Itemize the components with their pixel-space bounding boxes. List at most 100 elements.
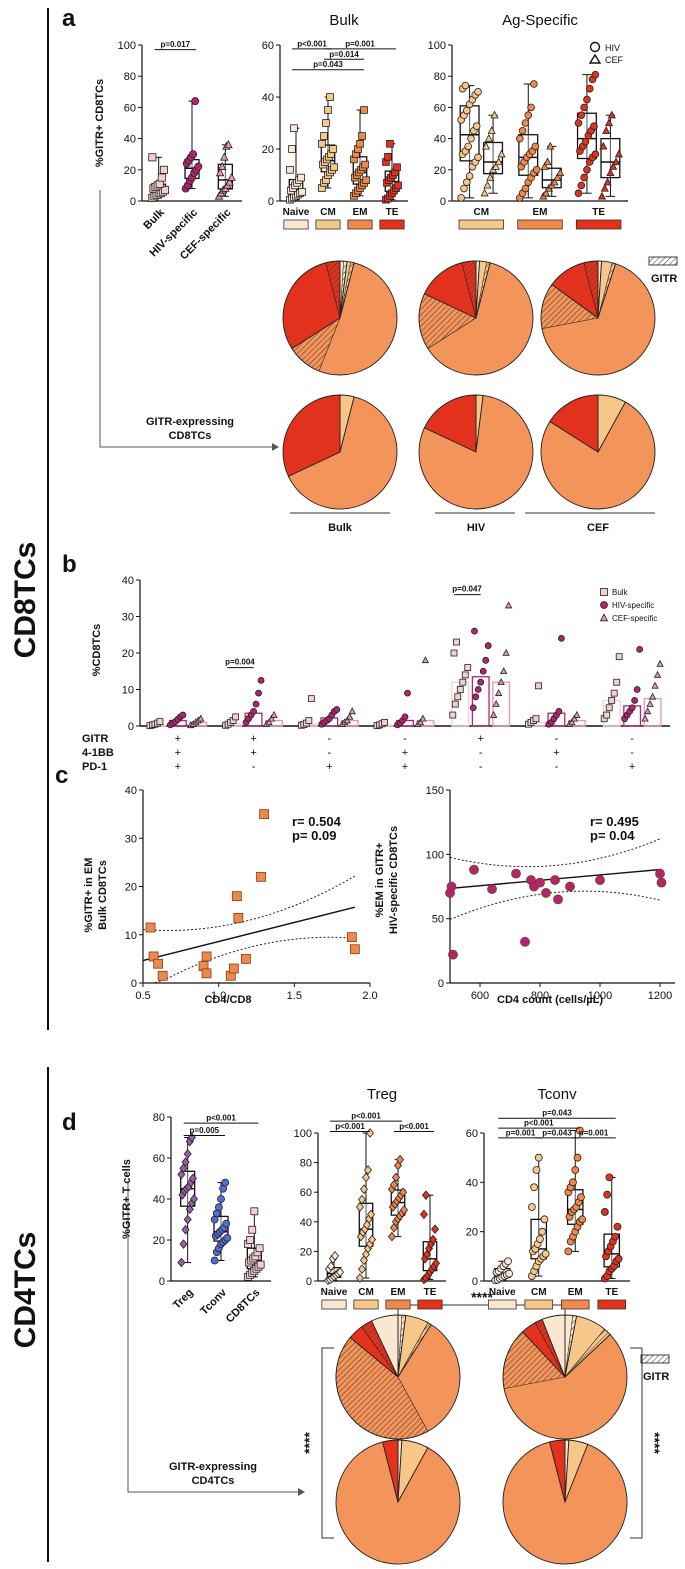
b-sign: + [326, 761, 332, 773]
d1-point [223, 1234, 232, 1242]
c2-point [446, 881, 457, 892]
a3-point [490, 110, 499, 119]
b-sign: - [630, 733, 634, 745]
cef-legend-label: CEF [605, 55, 624, 65]
c2-point [655, 868, 665, 879]
arrow-a [99, 190, 272, 448]
d1-point [214, 1203, 223, 1212]
b-point [307, 695, 315, 703]
a3-point [524, 111, 533, 119]
d_pies-pie [335, 1439, 461, 1565]
a1-point [148, 153, 157, 162]
a2-subset-swatch [347, 219, 373, 230]
c1-p-value: p= 0.09 [292, 828, 336, 843]
c2-xtick-label: 800 [531, 990, 549, 1002]
b-ytick-label: 0 [128, 721, 134, 733]
d3-point [611, 1232, 620, 1241]
a1-point [220, 152, 229, 161]
a3-point [591, 150, 600, 159]
b-point [648, 692, 657, 700]
b-point [255, 689, 262, 697]
a2-point [324, 106, 332, 114]
d_pies-pie [502, 1439, 628, 1565]
stars-top: **** [471, 1289, 493, 1305]
d2-category-label: TE [424, 1287, 437, 1298]
d1-point [248, 1225, 257, 1234]
a2-point [386, 139, 394, 148]
d3-category-label: TE [605, 1287, 618, 1298]
a3-point [461, 81, 470, 90]
b-ytick-label: 30 [122, 612, 134, 624]
d3-point [605, 1173, 614, 1182]
a2-point [318, 139, 326, 148]
a2-point [394, 181, 402, 190]
b-point [643, 707, 652, 715]
d1-point [183, 1214, 192, 1225]
a3-subset-swatch [458, 219, 505, 230]
a3-point [521, 119, 530, 127]
c1-ci-lower [143, 936, 355, 984]
d2-point [421, 1190, 430, 1200]
d1-point [256, 1260, 265, 1269]
a3-point [462, 106, 471, 115]
a_pies-pie [282, 394, 398, 510]
d2-category-label: Naive [321, 1287, 348, 1298]
a3-point [457, 194, 465, 202]
b-sign: + [250, 733, 256, 745]
d3-point [571, 1166, 580, 1174]
b-point [489, 710, 498, 718]
bracket-left [321, 1347, 334, 1539]
b-legend-marker [600, 588, 608, 596]
c1-point [228, 963, 239, 974]
b-point [570, 714, 579, 722]
d2-ytick-label: 60 [300, 1187, 312, 1199]
b-point [653, 670, 662, 678]
cd4-side-label: CD4TCs [9, 1232, 42, 1349]
b-point [482, 656, 490, 664]
a1-point [157, 173, 166, 182]
a3-point [486, 173, 495, 181]
b-sign: - [327, 733, 331, 745]
d1-pvalue-label: p=0.005 [190, 1126, 220, 1135]
c2-point [550, 875, 560, 885]
d3-category-label: EM [568, 1287, 583, 1298]
d3-point [575, 1126, 584, 1135]
c1-point [201, 951, 212, 962]
c2-xlabel: CD4 count (cells/µL) [497, 994, 603, 1006]
a1-point [217, 161, 227, 170]
b-chart: 0 10 20 30 40 %CD8TCs GITR 4-1BB PD-1 + + + + + - - - + - +… [82, 575, 670, 773]
charts-layer: 020406080100BulkHIV-specificCEF-specific… [82, 12, 675, 1565]
b-sign: + [553, 747, 559, 759]
a3-ytick-label: 60 [434, 102, 446, 114]
a3-category-label: EM [533, 207, 548, 218]
b-sign: + [477, 733, 483, 745]
b-point [270, 710, 278, 718]
b-point [404, 689, 411, 697]
a1-point [159, 165, 168, 174]
a3-point [521, 184, 530, 193]
a3-point [577, 181, 586, 190]
c1-fit-line [142, 906, 356, 962]
d3-point [614, 1254, 623, 1263]
a3-point [614, 149, 623, 158]
d3-point [578, 1215, 587, 1224]
b-point [610, 689, 618, 697]
c1-ylabel-2: Bulk CD8TCs [97, 860, 109, 930]
c1-ytick-label: 40 [125, 785, 137, 797]
b-point [613, 678, 621, 686]
c2-point [535, 877, 545, 888]
a3-subset-swatch [517, 219, 563, 230]
b-point [494, 688, 503, 696]
a2-category-label: Naive [283, 207, 310, 218]
c2-point [520, 936, 530, 947]
b-point [497, 678, 505, 685]
c2-point [511, 868, 521, 879]
d3-category-label: CM [531, 1287, 547, 1298]
d2-point [355, 1273, 364, 1283]
a1-chart: 020406080100BulkHIV-specificCEF-specific… [94, 40, 242, 262]
a3-point [532, 166, 541, 174]
bracket-right [630, 1347, 643, 1539]
a2-ytick-label: 20 [262, 144, 274, 156]
a3-chart: 0 20 40 60 80 100 CM EM TE Ag-Specific [428, 12, 628, 230]
bracket-top [397, 1304, 566, 1315]
